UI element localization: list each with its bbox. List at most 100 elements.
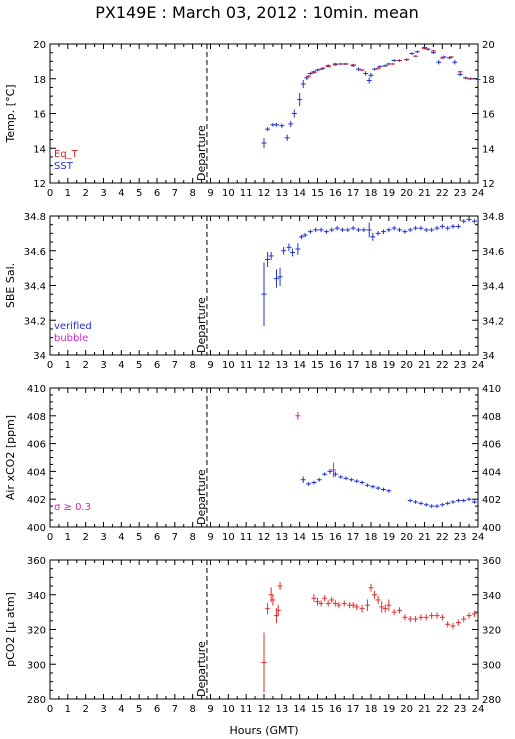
y-axis-label: pCO2 [µ atm] <box>4 592 17 667</box>
x-tick-label: 11 <box>240 532 253 543</box>
data-point-SST <box>279 123 285 128</box>
x-tick-label: 13 <box>275 360 288 371</box>
legend-entry: bubble <box>54 333 88 344</box>
data-point-verified <box>423 227 429 233</box>
panel-temp: 0 1 2 3 4 5 6 7 8 9 10 11 12 13 14 15 16 17 18 19 20 21 22 23 24… <box>4 40 495 199</box>
y-tick-label-left: 18 <box>33 75 46 86</box>
y-tick-label-right: 406 <box>482 440 501 451</box>
x-tick-label: 12 <box>258 704 271 715</box>
data-point-Eq_T <box>341 62 347 66</box>
x-tick-label: 11 <box>240 704 253 715</box>
data-point-pco2 <box>445 621 451 628</box>
data-point-air <box>445 501 451 506</box>
x-tick-label: 4 <box>118 704 124 715</box>
data-point-Eq_T <box>389 62 395 66</box>
data-point-air <box>338 475 344 479</box>
data-point-Eq_T <box>448 56 454 59</box>
x-tick-label: 21 <box>418 360 431 371</box>
x-tick-label: 11 <box>240 360 253 371</box>
data-point-Eq_T <box>457 70 463 73</box>
data-point-pco2 <box>372 590 378 599</box>
x-tick-label: 15 <box>311 704 324 715</box>
x-tick-label: 0 <box>47 188 53 199</box>
x-tick-label: 8 <box>189 360 195 371</box>
data-point-pco2 <box>350 602 356 609</box>
data-point-air <box>461 498 467 503</box>
y-tick-label-right: 34.8 <box>482 212 504 223</box>
data-point-Eq_T <box>413 55 419 58</box>
y-tick-label-left: 12 <box>33 179 46 190</box>
data-point-pco2 <box>397 607 403 614</box>
data-point-SST <box>265 126 271 132</box>
data-point-SST <box>297 93 303 107</box>
x-tick-label: 12 <box>258 188 271 199</box>
y-tick-label-left: 34.4 <box>24 282 46 293</box>
x-tick-label: 18 <box>365 704 378 715</box>
data-point-SST <box>356 67 362 72</box>
data-point-air <box>322 472 328 477</box>
x-tick-label: 13 <box>275 704 288 715</box>
plot-frame <box>49 387 479 528</box>
data-point-Eq_T <box>397 59 403 62</box>
x-tick-label: 23 <box>454 188 467 199</box>
data-point-verified <box>370 232 376 241</box>
data-point-air <box>407 498 413 503</box>
y-tick-label-right: 34.4 <box>482 282 504 293</box>
data-point-air <box>429 504 435 509</box>
x-tick-label: 16 <box>329 188 342 199</box>
data-point-Eq_T <box>430 49 436 52</box>
x-tick-label: 18 <box>365 188 378 199</box>
data-point-pco2 <box>359 604 365 613</box>
y-tick-label-left: 34.2 <box>24 316 46 327</box>
x-tick-label: 22 <box>436 360 449 371</box>
x-tick-label: 5 <box>136 704 142 715</box>
data-point-air <box>364 483 370 488</box>
data-point-SST <box>436 60 442 65</box>
x-tick-label: 23 <box>454 360 467 371</box>
data-point-verified <box>345 227 351 233</box>
departure-label: Departure <box>195 469 208 525</box>
x-tick-label: 8 <box>189 532 195 543</box>
data-point-verified <box>434 225 440 231</box>
data-point-verified <box>286 243 292 252</box>
departure-label: Departure <box>195 641 208 697</box>
y-tick-label-right: 14 <box>482 144 495 155</box>
x-tick-label: 1 <box>65 532 71 543</box>
data-point-air <box>413 500 419 504</box>
data-point-pco2 <box>336 602 342 609</box>
x-tick-label: 9 <box>207 360 213 371</box>
data-point-verified <box>261 262 267 326</box>
data-point-pco2 <box>461 615 467 623</box>
data-point-pco2 <box>261 632 267 693</box>
data-point-pco2 <box>450 622 456 630</box>
x-tick-label: 21 <box>418 704 431 715</box>
x-tick-label: 16 <box>329 532 342 543</box>
data-point-air <box>370 484 376 489</box>
y-tick-label-right: 408 <box>482 412 501 423</box>
x-tick-label: 22 <box>436 188 449 199</box>
data-point-SST <box>414 50 420 54</box>
x-tick-label: 19 <box>382 360 395 371</box>
data-point-verified <box>418 225 424 231</box>
x-tick-label: 1 <box>65 704 71 715</box>
x-tick-label: 14 <box>293 188 306 199</box>
data-point-verified <box>402 229 408 234</box>
y-tick-label-left: 406 <box>27 440 46 451</box>
y-tick-label-left: 400 <box>27 523 46 534</box>
x-tick-label: 17 <box>347 704 360 715</box>
x-tick-label: 14 <box>293 532 306 543</box>
y-tick-label-right: 280 <box>482 695 501 706</box>
data-point-verified <box>277 267 283 286</box>
data-point-verified <box>313 227 319 233</box>
y-tick-label-left: 280 <box>27 695 46 706</box>
x-tick-label: 4 <box>118 188 124 199</box>
data-point-pco2 <box>325 600 331 607</box>
data-point-verified <box>386 227 392 233</box>
data-point-pco2 <box>418 614 424 621</box>
data-point-pco2 <box>275 604 281 617</box>
y-tick-label-right: 12 <box>482 179 495 190</box>
data-point-verified <box>445 225 451 231</box>
x-tick-label: 6 <box>154 360 160 371</box>
x-tick-label: 1 <box>65 360 71 371</box>
